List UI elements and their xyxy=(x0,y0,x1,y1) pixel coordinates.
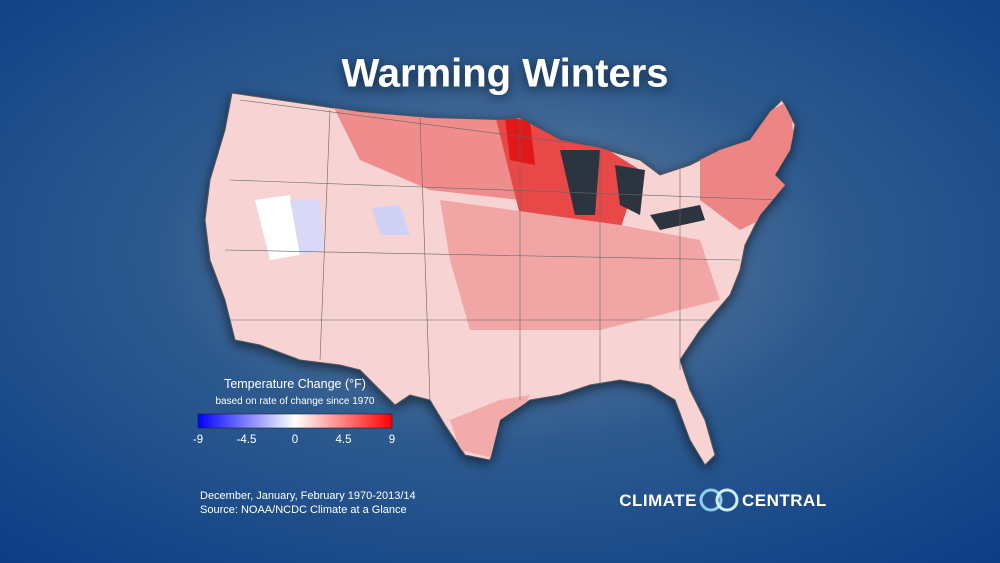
tick-label: -9 xyxy=(193,434,203,446)
logo-text: CLIMATE xyxy=(619,491,697,510)
tick-label: 4.5 xyxy=(336,434,352,446)
title: Warming Winters xyxy=(341,52,668,96)
legend-subtitle: based on rate of change since 1970 xyxy=(215,396,374,407)
tick-label: 9 xyxy=(389,434,395,446)
region xyxy=(440,200,720,330)
colorbar-ticks: -9 -4.5 0 4.5 9 xyxy=(193,434,395,446)
footnote: December, January, February 1970-2013/14 xyxy=(200,490,416,502)
logo-text: CENTRAL xyxy=(742,491,827,510)
logo-ring xyxy=(715,488,739,512)
logo: CLIMATE CENTRAL xyxy=(619,488,827,512)
region xyxy=(290,200,325,255)
legend-title: Temperature Change (°F) xyxy=(224,377,366,391)
logo-ring xyxy=(699,488,723,512)
lake xyxy=(560,150,600,215)
region xyxy=(330,100,520,200)
lake xyxy=(650,205,705,230)
footnote: Source: NOAA/NCDC Climate at a Glance xyxy=(200,504,407,516)
borders xyxy=(224,99,781,401)
lake xyxy=(615,165,645,215)
tick-label: 0 xyxy=(292,434,298,446)
tick-label: -4.5 xyxy=(237,434,257,446)
region xyxy=(255,195,300,260)
colorbar xyxy=(197,413,393,429)
region xyxy=(450,395,530,460)
region xyxy=(372,205,410,235)
